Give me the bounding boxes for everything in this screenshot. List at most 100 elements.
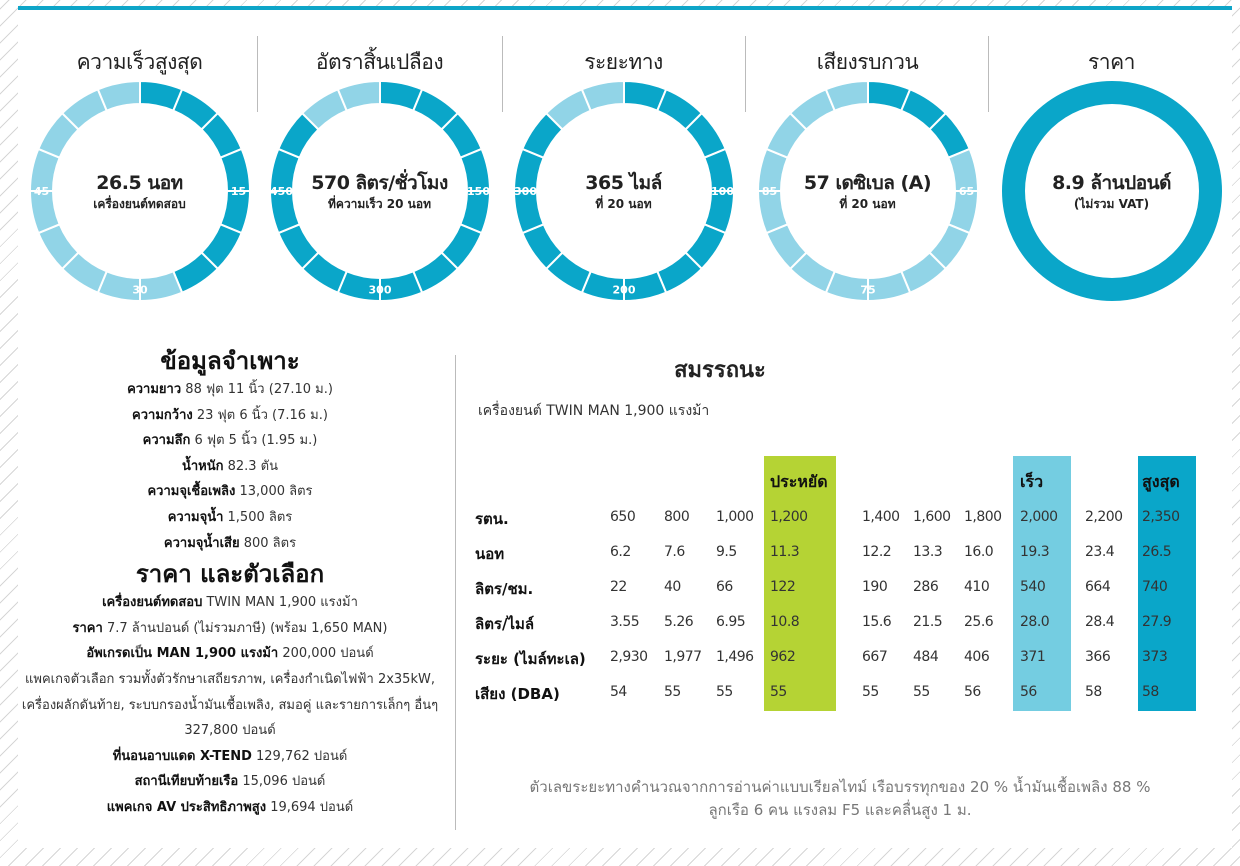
table-cell: 55 <box>664 684 681 700</box>
spec-value: 800 ลิตร <box>243 535 297 551</box>
row-label: รตน. <box>475 510 509 528</box>
table-cell: 1,200 <box>770 509 808 525</box>
column-header: เร็ว <box>1020 472 1044 491</box>
table-cell: 2,350 <box>1142 509 1180 525</box>
table-cell: 6.2 <box>610 544 631 560</box>
table-cell: 16.0 <box>964 544 994 560</box>
table-cell: 28.0 <box>1020 614 1050 630</box>
table-cell: 1,000 <box>716 509 754 525</box>
performance-subtitle: เครื่องยนต์ TWIN MAN 1,900 แรงม้า <box>478 403 710 419</box>
gauge-ring-solid <box>1002 81 1222 301</box>
table-cell: 286 <box>913 579 939 595</box>
table-cell: 19.3 <box>1020 544 1050 560</box>
spec-key: ความจุเชื้อเพลิง <box>147 484 236 500</box>
spec-list: ความยาว 88 ฟุต 11 นิ้ว (27.10 ม.) ความกว้… <box>20 377 440 556</box>
table-cell: 122 <box>770 579 796 595</box>
table-cell: 1,496 <box>716 649 754 665</box>
table-cell: 58 <box>1085 684 1102 700</box>
divider <box>745 36 746 112</box>
specifications: ข้อมูลจำเพาะ ความยาว 88 ฟุต 11 นิ้ว (27.… <box>20 345 440 821</box>
table-cell: 800 <box>664 509 690 525</box>
table-cell: 9.5 <box>716 544 737 560</box>
table-cell: 55 <box>716 684 733 700</box>
column-header: ประหยัด <box>770 472 828 491</box>
table-cell: 1,977 <box>664 649 702 665</box>
spec-key: แพคเกจ AV ประสิทธิภาพสูง <box>106 799 267 815</box>
spec-item: ความกว้าง 23 ฟุต 6 นิ้ว (7.16 ม.) <box>20 403 440 429</box>
highlight-max <box>1138 456 1196 711</box>
table-cell: 664 <box>1085 579 1111 595</box>
table-cell: 40 <box>664 579 681 595</box>
spec-item: ราคา 7.7 ล้านปอนด์ (ไม่รวมภาษี) (พร้อม 1… <box>20 616 440 642</box>
table-cell: 26.5 <box>1142 544 1172 560</box>
spec-item: ที่นอนอาบแดด X-TEND 129,762 ปอนด์ <box>20 744 440 770</box>
table-cell: 540 <box>1020 579 1046 595</box>
table-cell: 2,200 <box>1085 509 1123 525</box>
performance-title: สมรรถนะ <box>674 358 766 383</box>
price-title: ราคา และตัวเลือก <box>135 560 325 589</box>
table-cell: 66 <box>716 579 733 595</box>
gauge-ring: 100 200 300 <box>513 80 735 302</box>
spec-item: ความยาว 88 ฟุต 11 นิ้ว (27.10 ม.) <box>20 377 440 403</box>
table-cell: 1,600 <box>913 509 951 525</box>
gauge: ระยะทาง 100 200 300 365 ไมล์ ที่ 20 นอท <box>502 40 745 302</box>
gauge-tick-label: 75 <box>860 284 875 297</box>
gauge-tick-label: 65 <box>959 185 974 198</box>
spec-value: TWIN MAN 1,900 แรงม้า <box>206 595 358 611</box>
gauge-segment <box>96 80 141 112</box>
spec-item: ความจุน้ำเสีย 800 ลิตร <box>20 531 440 557</box>
gauge-title: ราคา <box>1088 50 1135 74</box>
spec-key: ความยาว <box>127 382 182 397</box>
table-cell: 11.3 <box>770 544 800 560</box>
spec-key: ความลึก <box>142 433 191 449</box>
spec-key: ที่นอนอาบแดด X-TEND <box>112 748 252 764</box>
table-cell: 13.3 <box>913 544 943 560</box>
spec-key: เครื่องยนต์ทดสอบ <box>102 595 203 611</box>
table-cell: 28.4 <box>1085 614 1115 630</box>
gauge-title: ระยะทาง <box>584 50 663 74</box>
gauge-segment <box>824 80 869 112</box>
gauge-subtitle: ที่ 20 นอท <box>839 197 896 211</box>
table-cell: 56 <box>1020 684 1037 700</box>
table-cell: 962 <box>770 649 796 665</box>
table-cell: 12.2 <box>862 544 892 560</box>
spec-item: แพคเกจ AV ประสิทธิภาพสูง 19,694 ปอนด์ <box>20 795 440 821</box>
gauge-ring: 150 300 450 <box>269 80 491 302</box>
table-cell: 190 <box>862 579 888 595</box>
gauge-tick-label: 300 <box>514 185 537 198</box>
row-label: ลิตร/ไมล์ <box>475 615 535 633</box>
gauge-tick-label: 300 <box>369 284 392 297</box>
table-cell: 371 <box>1020 649 1046 665</box>
spec-item: อัพเกรดเป็น MAN 1,900 แรงม้า 200,000 ปอน… <box>20 641 440 667</box>
spec-key: ความจุน้ำเสีย <box>163 535 240 551</box>
spec-value: 23 ฟุต 6 นิ้ว (7.16 ม.) <box>196 407 328 423</box>
spec-value: 15,096 ปอนด์ <box>242 774 326 790</box>
spec-value: 200,000 ปอนด์ <box>282 646 374 662</box>
table-cell: 10.8 <box>770 614 800 630</box>
gauge: ราคา 8.9 ล้านปอนด์ (ไม่รวม VAT) <box>990 40 1233 301</box>
spec-value: 129,762 ปอนด์ <box>256 748 348 764</box>
table-cell: 7.6 <box>664 544 685 560</box>
price-list: เครื่องยนต์ทดสอบ TWIN MAN 1,900 แรงม้ารา… <box>20 590 440 820</box>
gauge-segment <box>336 80 381 112</box>
table-cell: 27.9 <box>1142 614 1172 630</box>
spec-key: ราคา <box>72 620 103 636</box>
spec-item: แพคเกจตัวเลือก รวมทั้งตัวรักษาเสถียรภาพ,… <box>20 667 440 744</box>
divider <box>502 36 503 112</box>
top-accent-line <box>18 6 1232 10</box>
gauge-tick-label: 100 <box>711 185 734 198</box>
spec-key: อัพเกรดเป็น MAN 1,900 แรงม้า <box>86 646 279 662</box>
spec-item: น้ำหนัก 82.3 ตัน <box>20 454 440 480</box>
footnote: ตัวเลขระยะทางคำนวณจากการอ่านค่าแบบเรียลไ… <box>460 776 1220 822</box>
gauge-tick-label: 85 <box>762 185 777 198</box>
table-cell: 667 <box>862 649 888 665</box>
gauge-tick-label: 45 <box>34 185 49 198</box>
spec-item: ความจุน้ำ 1,500 ลิตร <box>20 505 440 531</box>
spec-value: 19,694 ปอนด์ <box>270 799 354 815</box>
spec-key: ความจุน้ำ <box>167 509 224 525</box>
table-cell: 740 <box>1142 579 1168 595</box>
gauge-value: 365 ไมล์ <box>585 172 662 194</box>
spec-value: 7.7 ล้านปอนด์ (ไม่รวมภาษี) (พร้อม 1,650 … <box>106 620 388 636</box>
gauge-tick-label: 150 <box>467 185 490 198</box>
table-cell: 23.4 <box>1085 544 1115 560</box>
